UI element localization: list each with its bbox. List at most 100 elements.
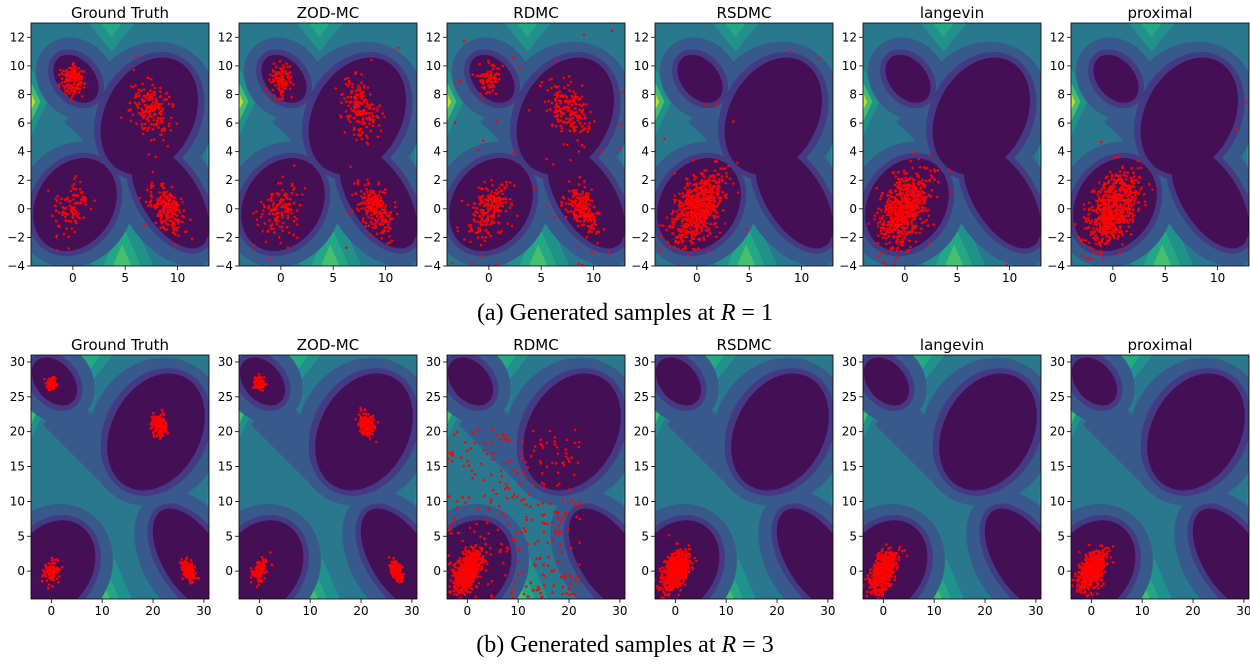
sample-point	[712, 222, 716, 226]
sample-point	[270, 199, 273, 202]
sample-point	[1120, 209, 1123, 212]
sample-point	[352, 133, 356, 136]
sample-point	[913, 216, 916, 220]
y-tick-label: 6	[849, 116, 857, 130]
sample-point	[732, 120, 735, 123]
sample-point	[1120, 166, 1124, 170]
sample-point	[152, 430, 156, 433]
sample-point	[255, 218, 259, 222]
sample-point	[567, 189, 571, 193]
sample-point	[489, 72, 493, 76]
sample-point	[282, 77, 285, 81]
sample-point	[672, 210, 675, 214]
sample-point	[580, 104, 583, 108]
sample-point	[481, 97, 485, 101]
sample-point	[120, 116, 123, 120]
sample-point	[904, 206, 908, 210]
sample-point	[476, 236, 480, 239]
sample-point	[1105, 239, 1109, 243]
sample-point	[567, 102, 570, 105]
sample-point	[897, 187, 900, 190]
sample-point	[365, 209, 369, 212]
sample-point	[666, 240, 670, 244]
sample-point	[55, 577, 59, 581]
sample-point	[147, 126, 151, 129]
sample-point	[712, 214, 715, 217]
sample-point	[560, 112, 563, 116]
sample-point	[914, 187, 918, 191]
sample-point	[166, 145, 170, 148]
sample-point	[162, 182, 165, 185]
sample-point	[915, 231, 918, 235]
sample-point	[883, 210, 887, 213]
sample-point	[716, 203, 720, 206]
sample-point	[706, 197, 709, 200]
y-tick-label: 15	[10, 460, 25, 474]
sample-point	[888, 241, 891, 245]
sample-point	[498, 222, 501, 225]
contour-level	[1152, 244, 1172, 266]
sample-point	[182, 209, 186, 212]
sample-point	[587, 230, 591, 234]
sample-point	[678, 192, 681, 196]
sample-point	[593, 205, 596, 209]
sample-point	[191, 574, 194, 577]
sample-point	[160, 102, 163, 106]
sample-point	[363, 184, 367, 187]
contour-level	[1093, 54, 1139, 103]
sample-point	[284, 195, 288, 199]
sample-point	[1139, 188, 1142, 192]
sample-point	[919, 209, 923, 213]
sample-point	[351, 193, 354, 197]
sample-point	[902, 179, 905, 183]
sample-point	[268, 212, 271, 215]
sample-point	[693, 229, 696, 233]
sample-point	[74, 187, 78, 191]
sample-point	[53, 561, 56, 565]
sample-point	[381, 190, 385, 194]
sample-point	[580, 84, 584, 87]
sample-point	[379, 129, 383, 133]
sample-point	[162, 190, 166, 194]
sample-point	[1131, 215, 1135, 219]
sample-point	[1103, 202, 1107, 205]
sample-point	[376, 106, 379, 109]
sample-point	[897, 222, 901, 226]
sample-point	[384, 204, 388, 207]
sample-point	[393, 200, 397, 204]
sample-point	[1087, 241, 1091, 244]
sample-point	[379, 216, 382, 219]
sample-point	[704, 213, 708, 216]
sample-point	[181, 200, 184, 204]
sample-point	[1139, 166, 1142, 169]
sample-point	[146, 188, 149, 192]
sample-point	[52, 375, 55, 379]
sample-point	[880, 232, 883, 235]
sample-point	[887, 220, 890, 224]
sample-point	[684, 232, 688, 236]
sample-point	[1143, 200, 1147, 204]
x-tick-label: 0	[485, 271, 493, 285]
sample-point	[550, 77, 554, 80]
sample-point	[574, 189, 577, 192]
sample-point	[340, 93, 343, 97]
sample-point	[493, 208, 497, 211]
sample-point	[141, 113, 144, 116]
sample-point	[480, 197, 483, 200]
sample-point	[482, 81, 485, 85]
sample-point	[908, 215, 912, 218]
sample-point	[150, 181, 154, 185]
sample-point	[492, 85, 496, 88]
sample-point	[1144, 203, 1147, 207]
sample-point	[171, 209, 174, 212]
sample-point	[80, 198, 84, 202]
sample-point	[357, 84, 360, 87]
sample-point	[725, 196, 728, 200]
sample-point	[168, 199, 172, 203]
sample-point	[1083, 227, 1086, 230]
sample-point	[1117, 234, 1120, 238]
sample-point	[498, 231, 502, 235]
sample-point	[929, 195, 933, 198]
sample-point	[136, 106, 140, 109]
sample-point	[891, 228, 895, 232]
